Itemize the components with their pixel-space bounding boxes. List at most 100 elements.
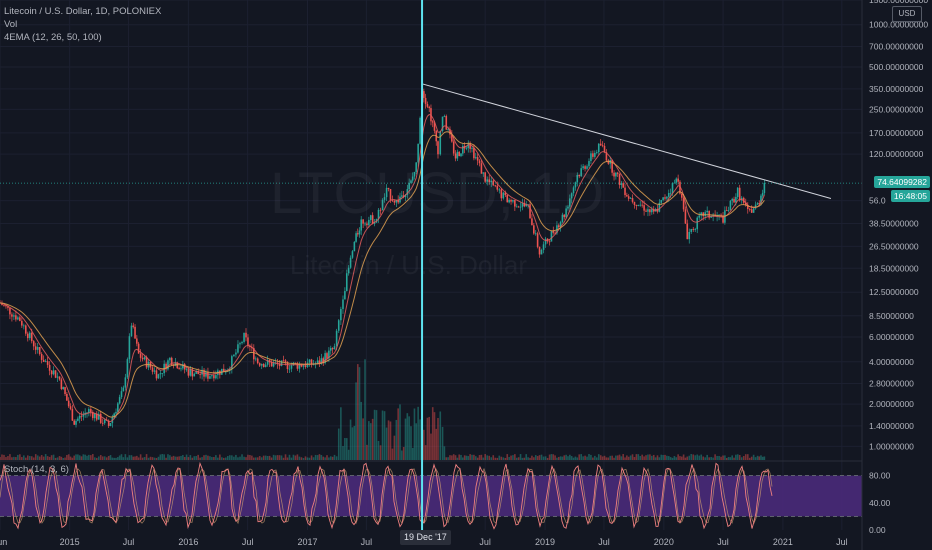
volume-bar <box>567 456 569 460</box>
candle-body <box>176 362 179 369</box>
volume-bar <box>64 457 66 460</box>
volume-bar <box>652 454 655 460</box>
volume-bar <box>482 457 485 460</box>
volume-bar <box>643 456 645 460</box>
candle-body <box>377 209 380 219</box>
stoch-indicator-label[interactable]: Stoch (14, 3, 6) <box>4 464 69 475</box>
volume-bar <box>122 457 125 460</box>
volume-bar <box>161 454 164 460</box>
candle-body <box>284 360 287 363</box>
x-tick-label: Jun <box>0 537 7 547</box>
volume-bar <box>671 457 674 460</box>
candle-body <box>215 375 217 379</box>
candle-body <box>109 423 112 426</box>
candle-body <box>754 204 757 209</box>
candle-body <box>130 325 133 337</box>
candle-body <box>300 364 303 367</box>
volume-bar <box>126 457 129 460</box>
candle-body <box>408 182 410 190</box>
candle-body <box>286 362 289 369</box>
volume-bar <box>306 457 309 460</box>
candle-body <box>534 233 537 235</box>
volume-bar <box>167 454 169 460</box>
volume-bar <box>556 457 558 460</box>
candle-body <box>599 143 602 146</box>
volume-bar <box>666 455 668 460</box>
candle-body <box>443 116 446 117</box>
candle-body <box>19 317 21 321</box>
candle-body <box>533 225 535 234</box>
candle-body <box>34 346 37 350</box>
grid <box>0 0 862 530</box>
volume-bar <box>413 408 416 460</box>
candle-body <box>673 182 676 184</box>
volume-bar <box>449 455 451 460</box>
candle-body <box>155 370 158 379</box>
candle-body <box>733 198 735 203</box>
candle-body <box>46 361 49 365</box>
volume-bar <box>490 457 493 460</box>
volume-bar <box>92 454 94 460</box>
volume-bar <box>631 454 634 460</box>
volume-bar <box>360 401 363 460</box>
currency-button[interactable]: USD <box>892 6 922 22</box>
x-tick-label: Jul <box>717 537 729 547</box>
volume-bar <box>478 455 481 460</box>
candle-body <box>322 358 325 364</box>
candle-body <box>145 357 148 368</box>
candle-body <box>329 348 332 351</box>
candle-body <box>260 363 263 366</box>
candle-body <box>467 143 470 148</box>
candle-body <box>584 166 586 169</box>
volume-bar <box>506 454 509 460</box>
candle-body <box>550 231 553 242</box>
candle-body <box>75 420 77 425</box>
volume-bar <box>25 457 27 460</box>
volume-bar <box>576 457 579 460</box>
volume-bar <box>124 454 127 460</box>
volume-bar <box>633 456 636 460</box>
stoch-tick-label: 40.00 <box>869 498 891 508</box>
candle-body <box>324 353 326 364</box>
candle-body <box>282 360 285 362</box>
x-tick-label: 2017 <box>297 537 317 547</box>
candle-body <box>490 180 493 183</box>
volume-bar <box>34 454 37 460</box>
volume-bar <box>28 456 31 460</box>
volume-bar <box>698 455 701 460</box>
ema-indicator-label[interactable]: 4EMA (12, 26, 50, 100) <box>4 32 102 43</box>
candle-body <box>410 180 412 183</box>
y-tick-label: 1000.00000000 <box>869 20 928 30</box>
chart-title[interactable]: Litecoin / U.S. Dollar, 1D, POLONIEX <box>4 6 162 17</box>
ema-line <box>0 131 765 418</box>
candle-body <box>9 307 11 315</box>
volume-bar <box>712 457 714 460</box>
volume-bar <box>452 454 455 460</box>
candle-body <box>525 204 528 207</box>
volume-bar <box>613 457 615 460</box>
volume-bar <box>514 454 516 460</box>
volume-indicator-label[interactable]: Vol <box>4 19 18 30</box>
candle-body <box>426 103 429 107</box>
volume-bar <box>251 455 253 460</box>
candle-body <box>369 215 372 220</box>
volume-bar <box>375 410 378 460</box>
volume-bar <box>410 426 412 460</box>
candle-body <box>182 364 184 369</box>
volume-bar <box>241 454 243 460</box>
x-tick-label: 2021 <box>773 537 793 547</box>
candle-body <box>710 216 712 218</box>
volume-bar <box>645 455 647 460</box>
candle-body <box>458 151 460 157</box>
candle-body <box>23 325 25 327</box>
candle-body <box>101 422 104 424</box>
candle-body <box>86 412 88 414</box>
candle-body <box>447 129 449 131</box>
volume-bar <box>243 456 245 460</box>
volume-bar <box>393 435 396 460</box>
volume-bar <box>362 418 364 460</box>
candle-body <box>417 143 419 163</box>
candle-body <box>270 362 273 367</box>
candle-body <box>437 141 439 155</box>
